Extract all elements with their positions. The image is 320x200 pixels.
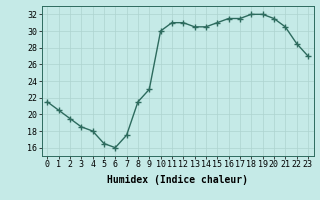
X-axis label: Humidex (Indice chaleur): Humidex (Indice chaleur) (107, 175, 248, 185)
